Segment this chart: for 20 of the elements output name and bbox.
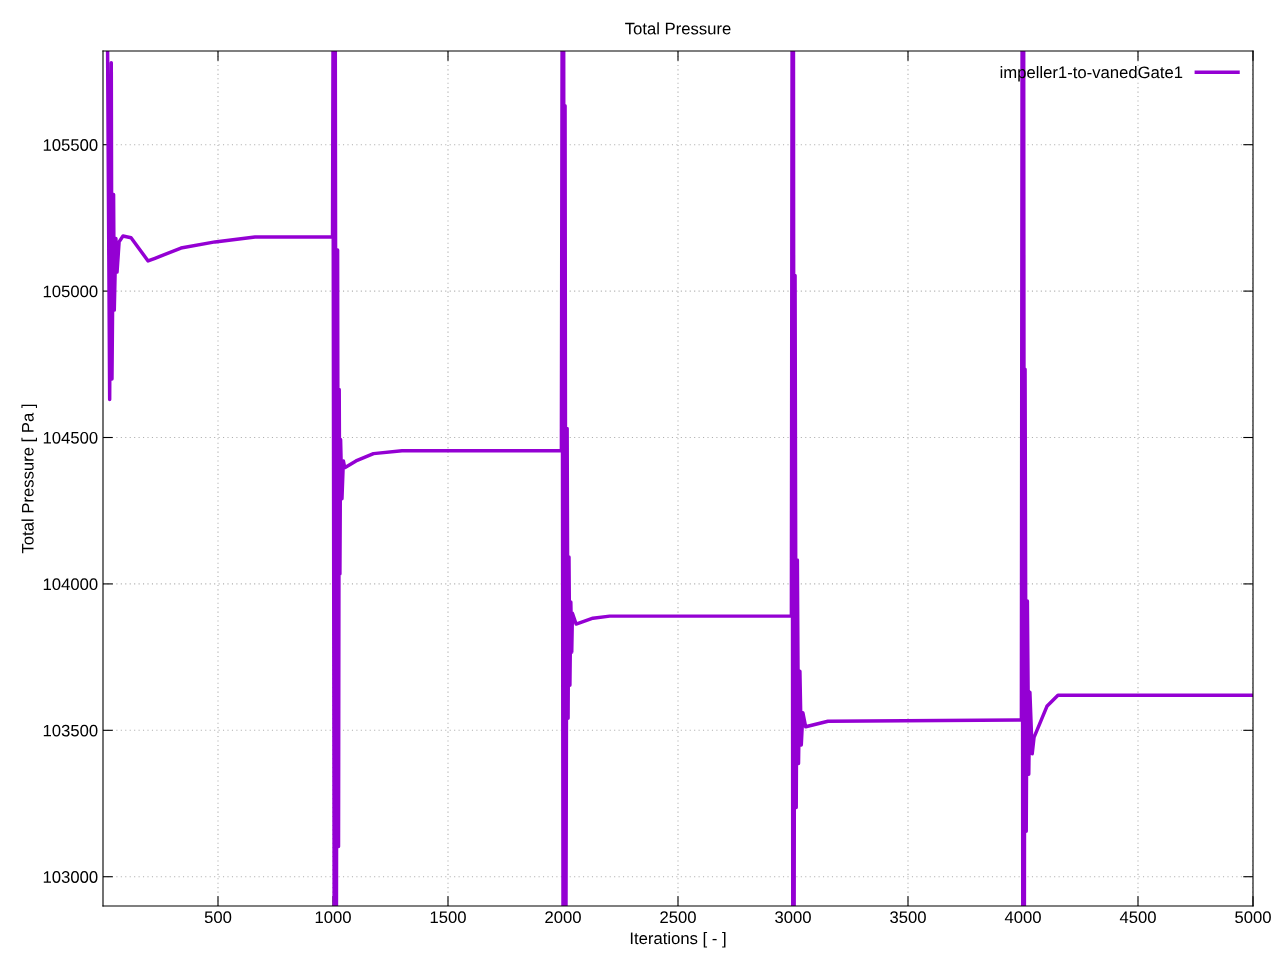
chart-title: Total Pressure bbox=[625, 22, 731, 35]
y-axis-title: Total Pressure [ Pa ] bbox=[21, 404, 37, 554]
x-tick-label: 1000 bbox=[315, 911, 351, 924]
y-tick-label: 104000 bbox=[43, 578, 98, 591]
x-tick-label: 4500 bbox=[1119, 911, 1156, 924]
x-tick-label: 2500 bbox=[660, 911, 696, 924]
y-tick-label: 103500 bbox=[43, 724, 98, 737]
y-tick-label: 104500 bbox=[43, 431, 98, 444]
y-tick-label: 103000 bbox=[43, 871, 98, 883]
x-tick-label: 5000 bbox=[1235, 911, 1271, 924]
y-tick-label: 105500 bbox=[43, 139, 98, 151]
y-tick-label: 105000 bbox=[43, 285, 98, 298]
x-tick-label: 3500 bbox=[890, 911, 926, 924]
x-tick-label: 500 bbox=[204, 911, 232, 924]
x-tick-label: 2000 bbox=[545, 911, 581, 924]
line-series bbox=[105, 51, 1253, 906]
x-axis-title: Iterations [ - ] bbox=[630, 931, 726, 948]
x-tick-label: 1500 bbox=[430, 911, 466, 924]
x-tick-label: 4000 bbox=[1004, 911, 1041, 924]
x-tick-label: 3000 bbox=[775, 911, 811, 924]
